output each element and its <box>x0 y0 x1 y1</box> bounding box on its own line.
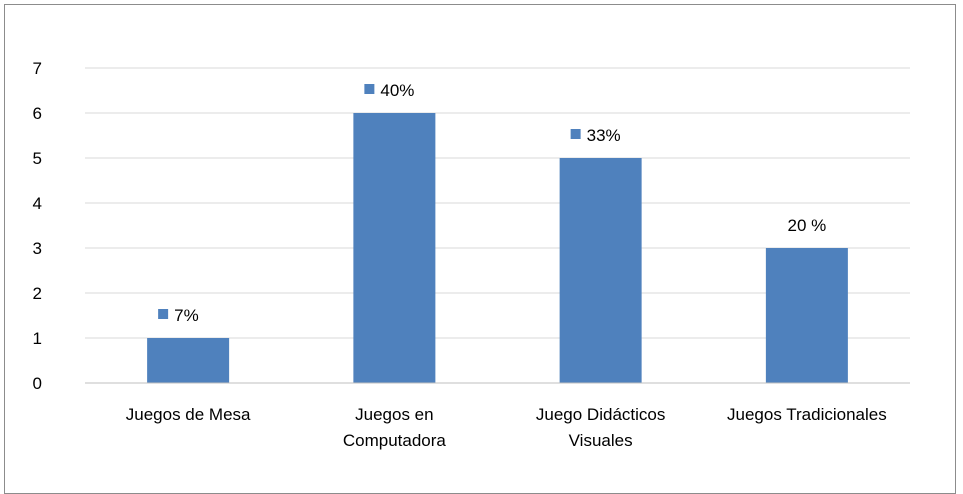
bar <box>353 113 436 383</box>
y-tick-label: 3 <box>33 239 42 258</box>
labels: 0 1 2 3 4 5 6 7 Juegos de Mesa Juegos en Computado… <box>33 59 887 450</box>
legend-key-icon <box>158 309 169 319</box>
data-label: 40% <box>380 81 414 100</box>
x-tick-label: Juegos Tradicionales <box>727 405 887 424</box>
y-tick-label: 4 <box>33 194 42 213</box>
bar-chart: 0 1 2 3 4 5 6 7 Juegos de Mesa Juegos en Computado… <box>33 59 910 450</box>
bar <box>765 248 848 383</box>
data-label: 7% <box>174 306 199 325</box>
data-label-background <box>778 211 835 239</box>
bar <box>559 158 642 383</box>
data-label: 33% <box>587 126 621 145</box>
legend-key-icon <box>570 129 581 139</box>
x-tick-label: Juegos en Computadora <box>343 405 447 450</box>
y-tick-label: 1 <box>33 329 42 348</box>
y-tick-label: 5 <box>33 149 42 168</box>
y-tick-label: 6 <box>33 104 42 123</box>
bar <box>147 338 230 383</box>
y-tick-label: 0 <box>33 374 42 393</box>
y-tick-label: 2 <box>33 284 42 303</box>
x-tick-label: Juegos de Mesa <box>126 405 251 424</box>
bars <box>147 113 848 383</box>
data-label: 20 % <box>788 216 827 235</box>
x-tick-label: Juego Didácticos Visuales <box>536 405 665 450</box>
y-tick-label: 7 <box>33 59 42 78</box>
legend-key-icon <box>364 84 375 94</box>
